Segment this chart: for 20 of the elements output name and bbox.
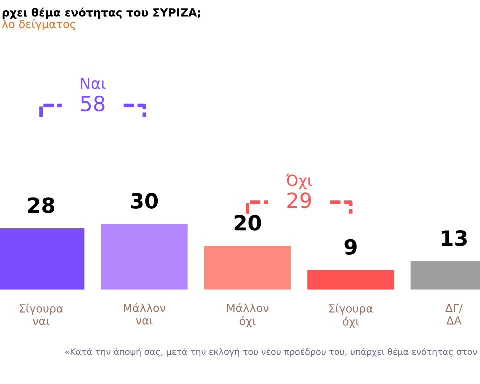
text: 29 bbox=[288, 192, 312, 208]
x-tick-label: ΔΓ/ ΔΑ bbox=[446, 304, 463, 325]
text: 58 bbox=[81, 96, 105, 112]
data-label: 13 bbox=[442, 230, 468, 246]
bar bbox=[101, 224, 188, 290]
bar bbox=[204, 246, 292, 290]
x-tick-label: Μάλλον όχι bbox=[227, 303, 269, 328]
x-tick-label: Μάλλον ναι bbox=[124, 303, 166, 325]
data-label: 30 bbox=[131, 193, 158, 209]
x-tick-label: Σίγουρα όχι bbox=[330, 304, 373, 328]
data-label: 20 bbox=[234, 215, 262, 231]
data-label: 9 bbox=[344, 239, 357, 256]
text: «Κατά την άποψή σας, μετά την εκλογή του νέου προέδρου του, υπάρχει θέμα ενότητας στον bbox=[65, 348, 478, 357]
chart-subtitle: λο δείγματος bbox=[2, 19, 76, 31]
text: Όχι bbox=[286, 174, 312, 190]
x-tick-label: Σίγουρα ναι bbox=[20, 304, 64, 326]
chart-title: ρχει θέμα ενότητας του ΣΥΡΙΖΑ; bbox=[2, 8, 200, 20]
bar bbox=[308, 270, 394, 290]
data-label: 28 bbox=[28, 198, 54, 214]
text: Ναι bbox=[81, 78, 106, 90]
